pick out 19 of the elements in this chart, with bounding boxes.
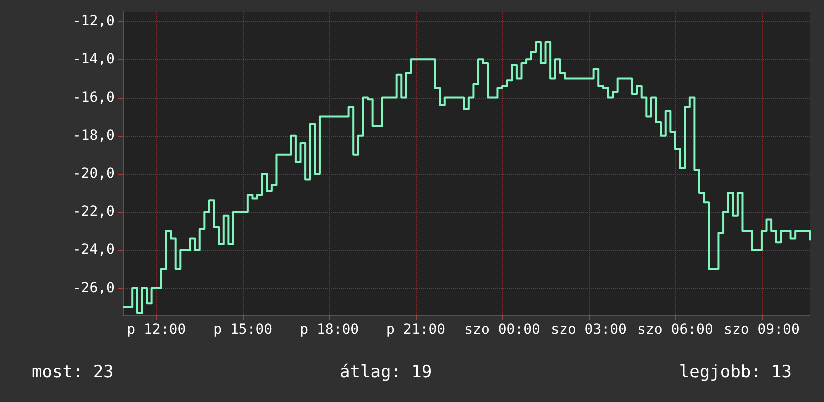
text: átlag: 19: [340, 362, 432, 382]
x-tick-label: p 18:00: [300, 322, 360, 338]
y-tick-label: -24,0: [72, 242, 115, 258]
y-tick-label: -20,0: [72, 166, 115, 182]
x-tick-label: p 12:00: [127, 322, 186, 338]
y-tick-label: -22,0: [72, 204, 115, 220]
y-tick-label: -18,0: [72, 128, 115, 144]
y-tick-label: -16,0: [72, 90, 115, 106]
x-tick-label: szo 09:00: [724, 322, 800, 338]
text: most: 23: [32, 362, 114, 382]
text: legjobb: 13: [679, 362, 792, 382]
x-tick-label: p 15:00: [214, 322, 273, 338]
y-tick-label: -26,0: [72, 280, 115, 296]
y-tick-label: -12,0: [72, 14, 115, 30]
x-tick-label: p 21:00: [386, 322, 446, 338]
x-tick-label: szo 03:00: [551, 322, 627, 338]
y-tick-label: -14,0: [72, 52, 115, 68]
x-tick-label: szo 00:00: [464, 322, 540, 338]
x-tick-label: szo 06:00: [638, 322, 714, 338]
